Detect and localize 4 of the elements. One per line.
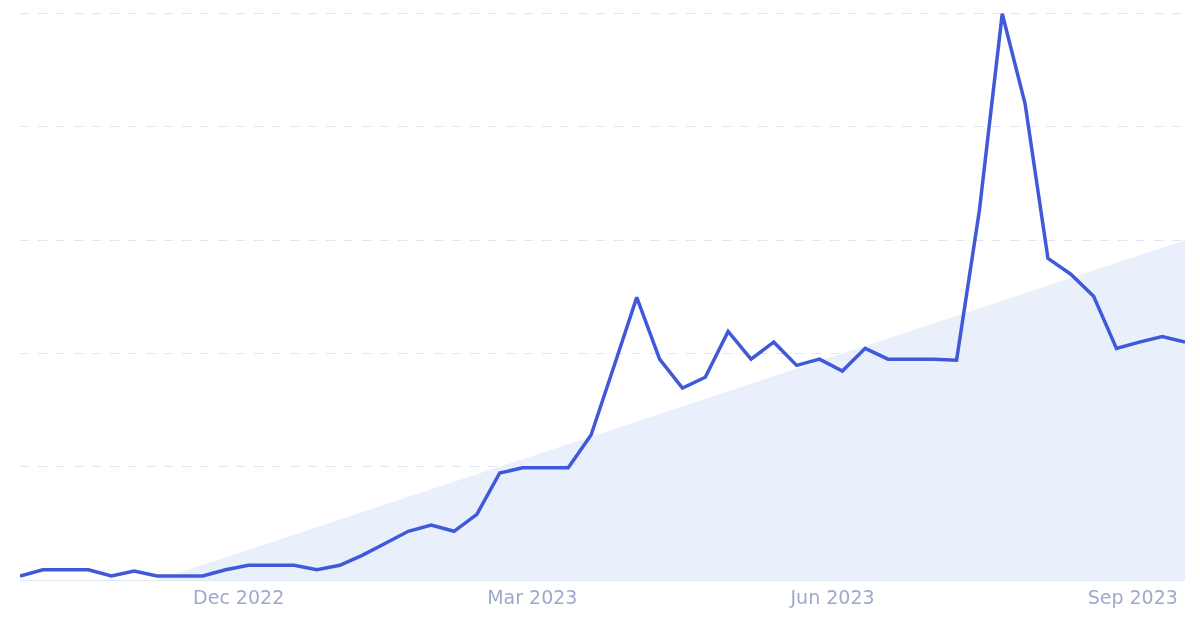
x-tick-label: Jun 2023 — [789, 585, 875, 608]
x-tick-label: Mar 2023 — [487, 585, 578, 608]
x-tick-label: Dec 2022 — [193, 585, 285, 608]
x-tick-label: Sep 2023 — [1087, 585, 1178, 608]
